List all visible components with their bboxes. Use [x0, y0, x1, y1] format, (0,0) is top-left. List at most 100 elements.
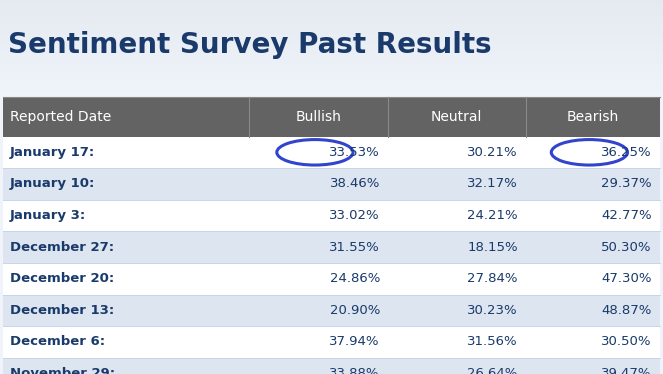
Bar: [0, 95, 663, 96]
Bar: [0, 54, 663, 55]
Bar: [3, 263, 660, 295]
Bar: [0, 53, 663, 55]
Bar: [0, 81, 663, 83]
Text: November 29:: November 29:: [10, 367, 115, 374]
Text: 33.02%: 33.02%: [330, 209, 380, 222]
Bar: [0, 42, 663, 44]
Bar: [0, 25, 663, 26]
Bar: [0, 17, 663, 18]
Bar: [0, 6, 663, 7]
Bar: [0, 1, 663, 2]
Bar: [3, 137, 660, 168]
Bar: [0, 50, 663, 52]
Bar: [0, 67, 663, 68]
Bar: [0, 49, 663, 50]
Bar: [0, 90, 663, 91]
Bar: [0, 70, 663, 71]
Bar: [0, 68, 663, 69]
Bar: [0, 57, 663, 58]
Text: 33.88%: 33.88%: [330, 367, 380, 374]
Text: 26.64%: 26.64%: [467, 367, 518, 374]
Bar: [0, 42, 663, 43]
Bar: [0, 39, 663, 40]
Bar: [0, 14, 663, 16]
Bar: [0, 85, 663, 86]
Text: 36.25%: 36.25%: [601, 146, 652, 159]
Text: 29.37%: 29.37%: [601, 177, 652, 190]
Bar: [0, 48, 663, 50]
Text: 42.77%: 42.77%: [601, 209, 652, 222]
Bar: [0, 46, 663, 47]
Bar: [0, 71, 663, 72]
Bar: [0, 20, 663, 21]
Bar: [3, 231, 660, 263]
Bar: [0, 11, 663, 13]
Text: 24.86%: 24.86%: [330, 272, 380, 285]
Bar: [0, 80, 663, 82]
Bar: [0, 0, 663, 1]
Bar: [0, 84, 663, 86]
Text: Reported Date: Reported Date: [10, 110, 111, 124]
Bar: [0, 21, 663, 22]
Bar: [0, 36, 663, 37]
Bar: [0, 7, 663, 9]
Text: 27.84%: 27.84%: [467, 272, 518, 285]
Bar: [0, 27, 663, 28]
Bar: [0, 56, 663, 57]
Bar: [0, 13, 663, 15]
Bar: [0, 40, 663, 42]
Bar: [0, 74, 663, 76]
Bar: [0, 18, 663, 19]
Text: 18.15%: 18.15%: [467, 240, 518, 254]
Bar: [0, 59, 663, 60]
Bar: [0, 12, 663, 13]
Bar: [0, 52, 663, 53]
Bar: [0, 9, 663, 11]
Bar: [0, 31, 663, 32]
Bar: [0, 96, 663, 97]
Bar: [0, 64, 663, 65]
Bar: [0, 71, 663, 73]
Text: January 10:: January 10:: [10, 177, 95, 190]
Bar: [0, 93, 663, 94]
Bar: [0, 76, 663, 78]
Bar: [0, 23, 663, 24]
Text: 30.50%: 30.50%: [601, 335, 652, 349]
Text: 31.55%: 31.55%: [329, 240, 380, 254]
Text: 37.94%: 37.94%: [330, 335, 380, 349]
Bar: [0, 79, 663, 81]
Bar: [0, 51, 663, 52]
Bar: [0, 86, 663, 88]
Bar: [3, 97, 660, 137]
Bar: [0, 10, 663, 12]
Text: 33.53%: 33.53%: [329, 146, 380, 159]
Text: Bearish: Bearish: [567, 110, 619, 124]
Text: 31.56%: 31.56%: [467, 335, 518, 349]
Bar: [0, 37, 663, 38]
Bar: [0, 66, 663, 67]
Text: 39.47%: 39.47%: [601, 367, 652, 374]
Bar: [0, 40, 663, 41]
Bar: [0, 8, 663, 10]
Bar: [0, 69, 663, 70]
Bar: [0, 24, 663, 25]
Bar: [0, 4, 663, 6]
Text: 24.21%: 24.21%: [467, 209, 518, 222]
Bar: [0, 94, 663, 95]
Bar: [0, 79, 663, 80]
Text: 47.30%: 47.30%: [601, 272, 652, 285]
Text: December 6:: December 6:: [10, 335, 105, 349]
Text: Neutral: Neutral: [431, 110, 483, 124]
Text: 30.21%: 30.21%: [467, 146, 518, 159]
Bar: [0, 77, 663, 79]
Bar: [0, 45, 663, 47]
Bar: [0, 73, 663, 74]
Bar: [0, 89, 663, 91]
Bar: [3, 200, 660, 231]
Bar: [0, 83, 663, 85]
Text: Bullish: Bullish: [295, 110, 341, 124]
Bar: [0, 61, 663, 62]
Bar: [0, 32, 663, 33]
Bar: [0, 76, 663, 77]
Bar: [0, 3, 663, 5]
